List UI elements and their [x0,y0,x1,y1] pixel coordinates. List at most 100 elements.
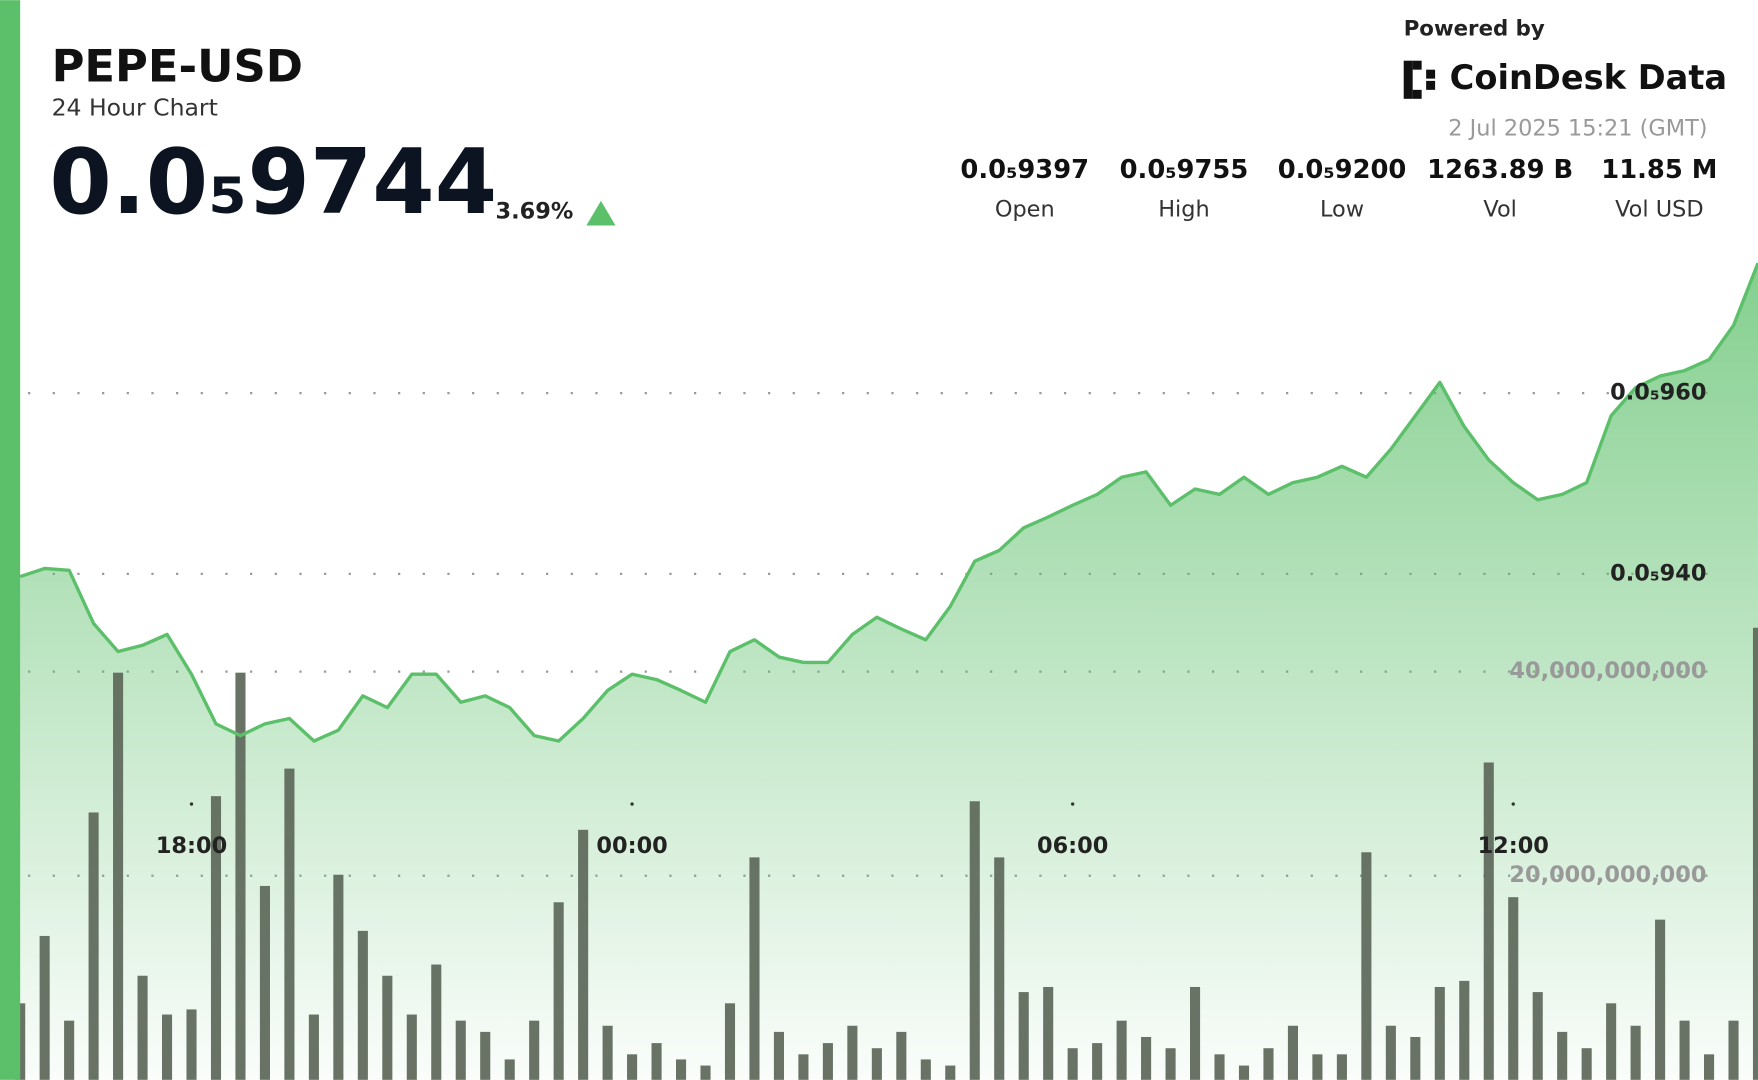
volume-bar [700,1065,711,1080]
volume-bar [1385,1025,1396,1080]
volume-bar [602,1025,613,1080]
volume-bar [113,672,124,1080]
volume-bar [627,1054,638,1080]
volume-bar [1336,1054,1347,1080]
brand-logo [1403,60,1436,99]
volume-bar [1704,1054,1715,1080]
volume-bar [259,885,270,1080]
volume-bar [1043,986,1054,1080]
volume-bar [431,964,442,1080]
volume-bar [798,1054,809,1080]
volume-bar [1581,1048,1592,1080]
stat-label: Vol USD [1615,196,1704,222]
volume-bar [1092,1043,1103,1080]
stat-label: Low [1320,196,1364,222]
change: 3.69% [496,199,574,225]
volume-bar [920,1059,931,1080]
volume-bar [308,1014,319,1080]
title: PEPE-USD [52,40,303,93]
volume-bar [994,857,1005,1080]
y-tick-label: 0.0₅940 [1610,560,1706,586]
stats: 0.0₅9397 Open 0.0₅9755 High 0.0₅9200 Low 1263.… [960,155,1717,222]
powered-by: Powered by [1404,16,1545,41]
volume-bar [773,1031,784,1080]
volume-bar [64,1020,75,1080]
x-tick [1511,802,1515,806]
volume-bar [88,812,99,1080]
volume-bar [382,975,393,1080]
y2-tick-label: 40,000,000,000 [1509,658,1706,684]
volume-bar [553,902,564,1080]
volume-bar [1752,627,1758,1080]
stat-value: 1263.89 B [1427,155,1573,185]
volume-bar [161,1014,173,1080]
volume-bar [1165,1048,1176,1080]
volume-bar [1532,992,1543,1080]
x-tick [630,802,634,806]
volume-bar [1116,1020,1127,1080]
volume-bar [357,930,368,1080]
stat-value: 0.0₅9755 [1120,155,1249,185]
stat-value: 0.0₅9200 [1278,155,1407,185]
volume-bar [455,1020,466,1080]
plot: 0.0₅940 0.0₅960 20,000,000,000 40,000,000,0… [15,262,1758,1080]
volume-bar [1630,1025,1641,1080]
volume-bar [137,975,148,1080]
volume-bar [480,1031,491,1080]
subtitle: 24 Hour Chart [52,93,218,121]
x-tick [189,802,194,806]
stat-label: Vol [1483,196,1517,222]
volume-bar [1141,1036,1152,1080]
volume-bar [1189,986,1201,1080]
volume-bar [1606,1003,1617,1080]
volume-bar [945,1065,956,1080]
volume-bar [186,1009,197,1080]
volume-bar [969,801,980,1080]
volume-bar [1214,1054,1225,1080]
x-tick-label: 18:00 [156,833,227,859]
volume-bar [1238,1065,1250,1080]
volume-bar [1434,986,1445,1080]
x-tick-label: 00:00 [596,833,667,859]
volume-bar [504,1059,515,1080]
volume-bar [578,829,589,1080]
up-arrow [586,200,616,226]
volume-bar [1287,1025,1298,1080]
stat-value: 0.0₅9397 [960,155,1089,185]
stat-label: Open [995,196,1055,222]
volume-bar [1410,1036,1421,1080]
volume-bar [1655,919,1666,1080]
volume-bar [39,935,50,1080]
brand: CoinDesk Data [1450,58,1727,97]
volume-bar [1557,1031,1568,1080]
volume-bar [724,1003,736,1080]
volume-bar [210,796,222,1080]
x-tick-label: 06:00 [1037,833,1108,859]
volume-bar [1312,1054,1323,1080]
y2-tick-label: 20,000,000,000 [1509,862,1706,888]
volume-bar [822,1043,833,1080]
volume-bar [235,672,246,1080]
volume-bar [675,1059,687,1080]
volume-bar [1018,992,1029,1080]
volume-bar [1679,1020,1690,1080]
accent-stripe [0,0,21,1080]
volume-bar [896,1031,907,1080]
price-area [20,263,1758,1080]
timestamp: 2 Jul 2025 15:21 (GMT) [1448,116,1707,142]
stat-value: 11.85 M [1601,155,1717,185]
volume-bar [651,1043,662,1080]
price-line [19,262,1758,743]
volume-bar [333,874,344,1080]
volume-bar [1728,1020,1739,1080]
volume-bar [1483,762,1494,1080]
volume-bar [406,1014,417,1080]
stat-label: High [1158,196,1210,222]
y-tick-label: 0.0₅960 [1610,380,1706,406]
x-tick [1070,802,1075,806]
volume-bar [1361,852,1372,1080]
volume-bar [284,768,295,1080]
price: 0.0₅9744 [49,131,497,235]
volume-bar [1508,897,1519,1080]
volume-bar [871,1048,882,1080]
